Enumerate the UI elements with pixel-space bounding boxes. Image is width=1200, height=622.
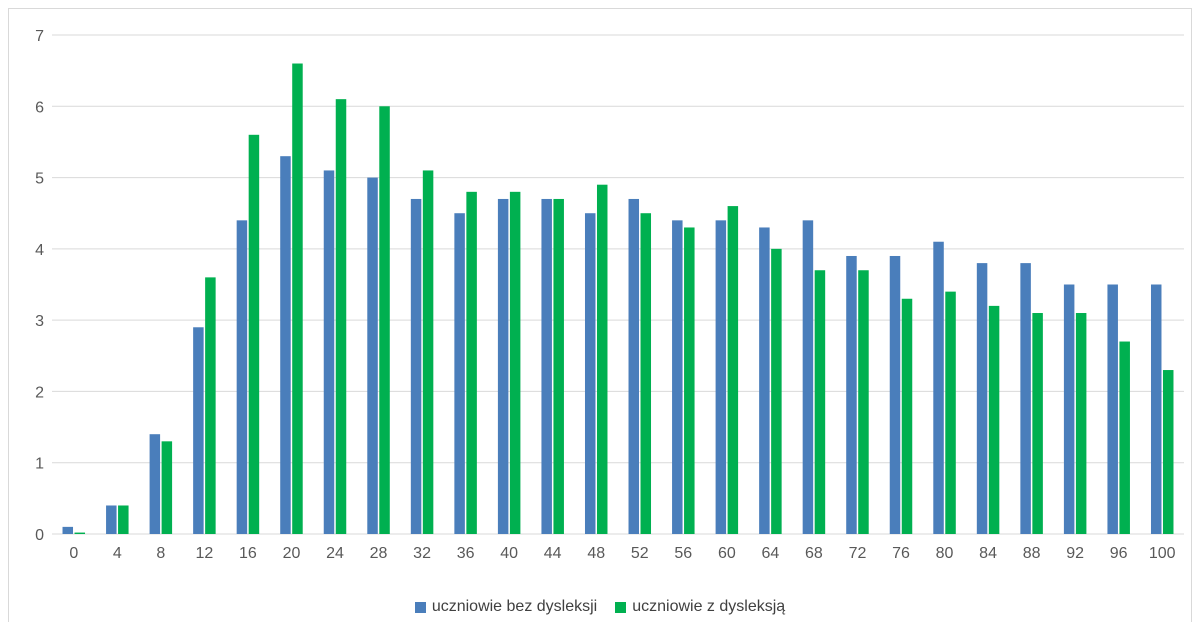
bar-series-1-92: [1063, 284, 1075, 534]
bar-series-1-20: [280, 156, 291, 534]
bar-series-1-24: [323, 170, 335, 534]
bar-series-2-8: [161, 441, 173, 534]
x-tick-label-72: 72: [849, 545, 867, 562]
bar-series-2-80: [945, 291, 956, 534]
bar-series-1-48: [584, 213, 596, 534]
bar-series-2-4: [118, 505, 129, 534]
bar-series-2-28: [379, 106, 390, 535]
x-tick-label-12: 12: [195, 545, 213, 562]
bar-series-1-36: [454, 213, 465, 534]
bar-series-2-64: [771, 248, 782, 534]
bar-series-1-64: [759, 227, 770, 534]
bar-series-2-84: [988, 305, 1000, 534]
bar-series-2-40: [509, 191, 521, 535]
bar-series-1-96: [1107, 284, 1118, 534]
bar-series-2-100: [1162, 370, 1174, 534]
bar-series-2-48: [596, 184, 608, 534]
x-tick-label-8: 8: [156, 545, 165, 562]
bar-series-1-80: [933, 241, 944, 534]
y-tick-label-5: 5: [35, 171, 44, 188]
bar-series-2-52: [640, 213, 652, 534]
x-tick-label-28: 28: [370, 545, 388, 562]
x-tick-label-92: 92: [1066, 545, 1084, 562]
bar-series-1-44: [541, 198, 552, 534]
x-tick-label-16: 16: [239, 545, 257, 562]
y-tick-label-0: 0: [35, 527, 44, 544]
bar-series-1-88: [1020, 263, 1031, 534]
y-tick-label-2: 2: [35, 384, 44, 401]
chart-frame: [8, 8, 1192, 622]
bar-series-1-40: [497, 198, 509, 534]
bar-series-1-52: [628, 198, 640, 534]
bar-series-1-16: [236, 220, 248, 535]
y-tick-label-6: 6: [35, 99, 44, 116]
y-tick-label-3: 3: [35, 313, 44, 330]
bar-series-2-32: [422, 170, 434, 534]
x-tick-label-88: 88: [1023, 545, 1041, 562]
x-tick-label-44: 44: [544, 545, 562, 562]
bar-series-1-76: [889, 255, 901, 534]
bar-series-1-84: [976, 263, 988, 534]
bar-series-2-88: [1032, 313, 1043, 534]
bar-series-2-36: [466, 191, 477, 535]
bar-series-1-56: [672, 220, 683, 535]
legend-swatch-series-2: [615, 601, 627, 613]
x-tick-label-24: 24: [326, 545, 344, 562]
x-tick-label-68: 68: [805, 545, 823, 562]
bar-series-2-0: [74, 532, 86, 534]
legend-item-series-1: uczniowie bez dysleksji: [414, 598, 598, 616]
x-tick-label-32: 32: [413, 545, 431, 562]
x-tick-label-100: 100: [1149, 545, 1176, 562]
bar-series-1-28: [367, 177, 378, 535]
bar-series-2-76: [901, 298, 913, 534]
legend-item-series-2: uczniowie z dysleksją: [615, 598, 785, 616]
bar-series-1-8: [149, 434, 161, 534]
y-tick-label-7: 7: [35, 28, 44, 45]
x-tick-label-80: 80: [936, 545, 954, 562]
x-tick-label-96: 96: [1110, 545, 1128, 562]
bar-series-1-12: [193, 327, 204, 534]
x-tick-label-48: 48: [587, 545, 605, 562]
bar-series-2-56: [684, 227, 695, 534]
x-tick-label-0: 0: [69, 545, 78, 562]
bar-series-2-24: [335, 99, 347, 535]
x-tick-label-52: 52: [631, 545, 649, 562]
x-tick-label-4: 4: [113, 545, 122, 562]
bar-series-2-12: [205, 277, 216, 534]
bar-series-2-60: [727, 206, 739, 535]
x-tick-label-84: 84: [979, 545, 997, 562]
legend-swatch-series-1: [414, 601, 426, 613]
x-tick-label-36: 36: [457, 545, 475, 562]
legend-label-series-2: uczniowie z dysleksją: [632, 598, 786, 615]
x-tick-label-56: 56: [674, 545, 692, 562]
bar-series-1-32: [410, 198, 422, 534]
y-tick-label-4: 4: [35, 242, 44, 259]
bar-series-2-16: [248, 134, 260, 535]
y-tick-label-1: 1: [35, 456, 44, 473]
bar-series-2-68: [814, 270, 826, 534]
bar-series-2-96: [1119, 341, 1130, 534]
bar-series-2-44: [553, 198, 564, 534]
bar-series-2-72: [858, 270, 869, 534]
chart-legend: uczniowie bez dysleksji uczniowie z dysl…: [0, 596, 1200, 618]
bar-series-1-72: [846, 255, 857, 534]
x-tick-label-60: 60: [718, 545, 736, 562]
bar-series-1-100: [1150, 284, 1162, 534]
bar-series-2-92: [1075, 313, 1087, 534]
x-tick-label-40: 40: [500, 545, 518, 562]
bar-series-1-68: [802, 220, 814, 535]
x-tick-label-20: 20: [283, 545, 301, 562]
legend-label-series-1: uczniowie bez dysleksji: [431, 598, 598, 615]
x-tick-label-64: 64: [761, 545, 779, 562]
bar-series-1-4: [106, 505, 117, 534]
bar-series-1-0: [62, 526, 74, 534]
x-tick-label-76: 76: [892, 545, 910, 562]
bar-series-2-20: [292, 63, 303, 535]
bar-series-1-60: [715, 220, 727, 535]
